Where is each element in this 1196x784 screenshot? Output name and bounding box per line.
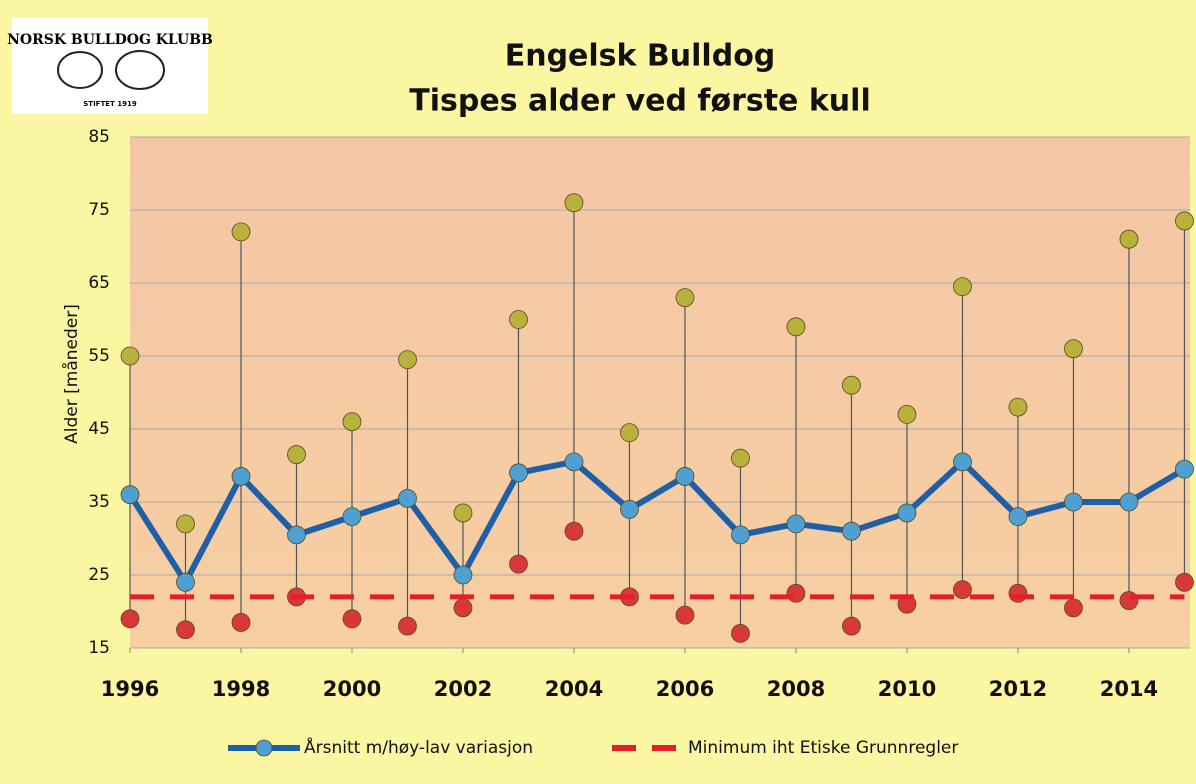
- high-marker: [897, 404, 917, 424]
- high-marker: [953, 277, 972, 297]
- avg-marker: [287, 525, 306, 545]
- avg-marker: [231, 467, 251, 486]
- avg-marker: [1175, 459, 1194, 479]
- x-tick-label: 1996: [101, 677, 159, 701]
- low-marker: [731, 624, 750, 643]
- x-tick-label: 2000: [323, 677, 381, 701]
- high-marker: [453, 503, 473, 523]
- low-marker: [398, 616, 417, 636]
- high-marker: [398, 350, 417, 370]
- low-marker: [564, 521, 584, 541]
- high-marker: [1064, 339, 1083, 359]
- x-tick-label: 1998: [212, 677, 270, 701]
- high-marker: [1175, 211, 1194, 231]
- high-marker: [342, 412, 362, 432]
- y-tick-label: 25: [88, 565, 110, 585]
- low-marker: [842, 616, 861, 636]
- avg-marker: [564, 452, 584, 472]
- low-marker: [453, 598, 473, 618]
- avg-marker: [342, 507, 362, 526]
- logo-dog: [57, 51, 103, 89]
- x-tick-label: 2010: [878, 677, 936, 701]
- legend-swatch-marker: [255, 739, 273, 757]
- x-tick-label: 2002: [434, 677, 492, 701]
- low-marker: [120, 609, 140, 629]
- x-tick-label: 2012: [989, 677, 1047, 701]
- x-tick-label: 2006: [656, 677, 714, 701]
- avg-marker: [897, 503, 917, 523]
- y-tick-label: 15: [88, 638, 110, 658]
- legend-label: Årsnitt m/høy-lav variasjon: [304, 736, 533, 758]
- high-marker: [842, 375, 861, 395]
- high-marker: [1119, 229, 1139, 249]
- logo-dog: [115, 50, 165, 90]
- chart-title: Engelsk Bulldog: [505, 39, 776, 74]
- avg-marker: [1119, 492, 1139, 512]
- avg-marker: [842, 521, 861, 541]
- x-tick-label: 2004: [545, 677, 603, 701]
- low-marker: [176, 620, 195, 640]
- series-line: [127, 458, 1186, 586]
- high-marker: [176, 514, 195, 534]
- avg-marker: [398, 488, 417, 508]
- high-marker: [564, 193, 584, 213]
- low-marker: [1064, 598, 1083, 618]
- x-tick-label: 2008: [767, 677, 825, 701]
- high-marker: [231, 222, 251, 242]
- logo-box: [12, 18, 208, 114]
- avg-marker: [953, 452, 972, 472]
- high-marker: [675, 288, 695, 308]
- low-marker: [342, 609, 362, 629]
- high-marker: [120, 346, 140, 366]
- y-tick-label: 55: [88, 346, 110, 366]
- avg-marker: [1064, 492, 1083, 512]
- low-marker: [1175, 572, 1194, 592]
- low-marker: [509, 554, 528, 574]
- avg-marker: [120, 485, 140, 505]
- high-marker: [287, 445, 306, 464]
- y-tick-label: 85: [88, 127, 110, 147]
- y-tick-label: 45: [88, 419, 110, 439]
- avg-marker: [786, 514, 806, 534]
- avg-marker: [176, 572, 195, 592]
- avg-marker: [675, 467, 695, 486]
- plot-area: [130, 137, 1190, 648]
- chart-subtitle: Tispes alder ved første kull: [409, 84, 870, 119]
- low-marker: [231, 613, 251, 632]
- avg-marker: [453, 565, 473, 585]
- low-marker: [786, 583, 806, 603]
- low-marker: [1008, 583, 1028, 603]
- y-tick-label: 35: [88, 492, 110, 512]
- avg-marker: [620, 499, 639, 519]
- high-marker: [731, 448, 750, 468]
- low-marker: [953, 580, 972, 599]
- y-tick-label: 65: [88, 273, 110, 293]
- high-marker: [509, 310, 528, 329]
- logo-text: NORSK BULLDOG KLUBB: [7, 32, 213, 48]
- low-marker: [1119, 591, 1139, 610]
- y-axis-label: Alder [måneder]: [61, 304, 82, 444]
- avg-marker: [731, 525, 750, 545]
- high-marker: [620, 423, 639, 443]
- logo: NORSK BULLDOG KLUBB STIFTET 1919: [7, 18, 213, 114]
- y-tick-label: 75: [88, 200, 110, 220]
- low-marker: [675, 605, 695, 625]
- legend-label: Minimum iht Etiske Grunnregler: [688, 738, 958, 758]
- avg-marker: [1008, 507, 1028, 526]
- x-tick-label: 2014: [1100, 677, 1158, 701]
- high-marker: [786, 317, 806, 337]
- high-marker: [1008, 397, 1028, 417]
- logo-subtext: STIFTET 1919: [83, 100, 137, 108]
- avg-marker: [509, 463, 528, 483]
